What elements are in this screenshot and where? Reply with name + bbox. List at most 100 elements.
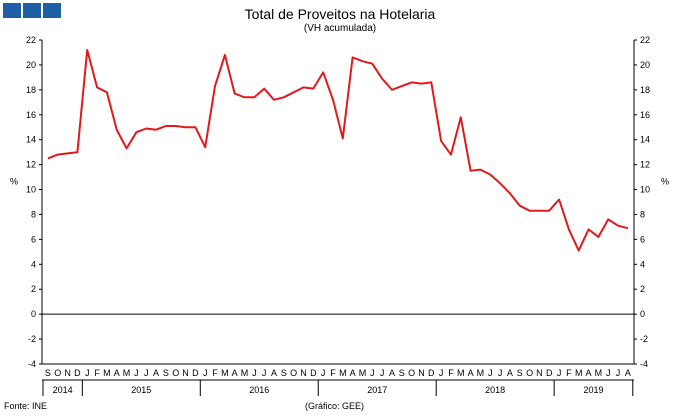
y-tick-label-left: 2: [31, 284, 36, 294]
x-tick-label: J: [144, 368, 149, 378]
logo-square-3: [43, 3, 61, 18]
x-tick-label: N: [182, 368, 189, 378]
y-tick-label-left: 8: [31, 209, 36, 219]
y-tick-label-right: 16: [640, 110, 650, 120]
x-tick-label: D: [192, 368, 199, 378]
x-tick-label: J: [134, 368, 139, 378]
y-tick-label-left: 14: [26, 135, 36, 145]
x-tick-label: N: [300, 368, 307, 378]
logo-square-1: [3, 3, 21, 18]
y-tick-label-right: 8: [640, 209, 645, 219]
x-tick-label: N: [536, 368, 543, 378]
y-tick-label-left: 4: [31, 259, 36, 269]
x-tick-label: M: [595, 368, 603, 378]
series-line: [47, 49, 629, 252]
y-tick-label-left: 6: [31, 234, 36, 244]
x-tick-label: M: [477, 368, 485, 378]
x-tick-label: D: [74, 368, 81, 378]
y-tick-label-right: 2: [640, 284, 645, 294]
y-tick-label-right: 22: [640, 35, 650, 45]
chart-subtitle: (VH acumulada): [303, 23, 377, 34]
x-tick-label: M: [575, 368, 583, 378]
y-tick-label-right: 6: [640, 234, 645, 244]
x-tick-label: F: [448, 368, 454, 378]
x-tick-label: S: [517, 368, 523, 378]
y-tick-label-right: 18: [640, 85, 650, 95]
y-tick-label-left: 10: [26, 185, 36, 195]
x-tick-label: D: [428, 368, 435, 378]
x-tick-label: S: [399, 368, 405, 378]
x-tick-label: J: [262, 368, 267, 378]
year-label: 2014: [53, 385, 73, 395]
x-tick-label: A: [586, 368, 592, 378]
x-tick-label: M: [359, 368, 367, 378]
y-tick-label-right: 4: [640, 259, 645, 269]
x-tick-label: A: [114, 368, 120, 378]
x-tick-label: D: [546, 368, 553, 378]
x-tick-label: S: [45, 368, 51, 378]
year-label: 2015: [131, 385, 151, 395]
x-tick-label: J: [85, 368, 90, 378]
x-tick-label: M: [123, 368, 131, 378]
x-tick-label: F: [212, 368, 218, 378]
x-tick-label: F: [566, 368, 572, 378]
year-label: 2019: [583, 385, 603, 395]
y-tick-label-right: 12: [640, 160, 650, 170]
x-tick-label: J: [252, 368, 257, 378]
x-tick-label: A: [507, 368, 513, 378]
x-tick-label: M: [103, 368, 111, 378]
x-tick-label: S: [281, 368, 287, 378]
y-tick-label-right: -4: [640, 359, 648, 369]
x-tick-label: O: [172, 368, 179, 378]
x-tick-label: J: [498, 368, 503, 378]
x-tick-label: A: [389, 368, 395, 378]
x-tick-label: J: [321, 368, 326, 378]
y-tick-label-right: 0: [640, 309, 645, 319]
y-tick-label-left: -2: [28, 334, 36, 344]
x-tick-label: J: [370, 368, 375, 378]
year-label: 2017: [367, 385, 387, 395]
y-tick-label-left: 20: [26, 60, 36, 70]
x-tick-label: O: [408, 368, 415, 378]
x-tick-label: J: [606, 368, 611, 378]
x-tick-label: F: [330, 368, 336, 378]
x-tick-label: A: [625, 368, 631, 378]
x-tick-label: J: [488, 368, 493, 378]
y-tick-label-right: 14: [640, 135, 650, 145]
x-tick-label: J: [557, 368, 562, 378]
x-tick-label: N: [418, 368, 425, 378]
y-tick-label-right: -2: [640, 334, 648, 344]
x-tick-label: A: [350, 368, 356, 378]
x-tick-label: O: [526, 368, 533, 378]
y-tick-label-left: 0: [31, 309, 36, 319]
x-tick-label: O: [290, 368, 297, 378]
x-tick-label: J: [380, 368, 385, 378]
x-tick-label: A: [468, 368, 474, 378]
x-tick-label: N: [64, 368, 71, 378]
year-label: 2016: [249, 385, 269, 395]
source-note: Fonte: INE: [4, 401, 48, 411]
x-tick-label: A: [271, 368, 277, 378]
y-tick-label-left: 12: [26, 160, 36, 170]
y-axis-label-left: %: [10, 177, 18, 187]
y-tick-label-left: -4: [28, 359, 36, 369]
x-tick-label: A: [153, 368, 159, 378]
x-tick-label: M: [221, 368, 229, 378]
chart-title: Total de Proveitos na Hotelaria: [244, 6, 436, 22]
x-tick-label: O: [54, 368, 61, 378]
x-tick-label: A: [232, 368, 238, 378]
x-tick-label: S: [163, 368, 169, 378]
x-tick-label: M: [457, 368, 465, 378]
credit-note: (Gráfico: GEE): [305, 401, 365, 411]
y-tick-label-left: 16: [26, 110, 36, 120]
x-tick-label: D: [310, 368, 317, 378]
x-tick-label: J: [203, 368, 208, 378]
y-tick-label-right: 20: [640, 60, 650, 70]
y-tick-label-left: 18: [26, 85, 36, 95]
x-tick-label: J: [439, 368, 444, 378]
x-tick-label: M: [241, 368, 249, 378]
y-tick-label-right: 10: [640, 185, 650, 195]
x-tick-label: F: [94, 368, 100, 378]
y-axis-label-right: %: [661, 177, 669, 187]
